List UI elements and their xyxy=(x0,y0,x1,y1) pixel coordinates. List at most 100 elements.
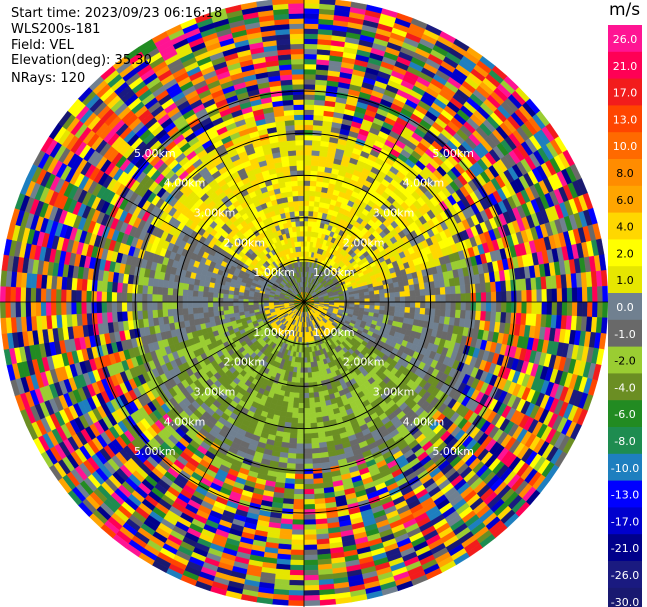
velocity-gate xyxy=(414,307,421,315)
velocity-gate xyxy=(299,372,305,379)
velocity-gate xyxy=(303,539,317,546)
velocity-gate xyxy=(454,309,462,319)
velocity-gate xyxy=(303,407,311,414)
velocity-gate xyxy=(303,362,308,369)
velocity-gate xyxy=(303,438,312,445)
velocity-gate xyxy=(398,311,405,319)
velocity-gate xyxy=(364,298,371,303)
velocity-gate xyxy=(298,392,305,399)
velocity-gate xyxy=(312,462,322,470)
velocity-gate xyxy=(556,288,563,303)
velocity-gate xyxy=(298,397,305,404)
velocity-gate xyxy=(303,392,310,399)
velocity-gate xyxy=(399,306,406,313)
velocity-gate xyxy=(389,292,396,298)
velocity-gate xyxy=(303,402,310,409)
velocity-gate xyxy=(311,371,317,378)
velocity-gate xyxy=(592,301,598,318)
velocity-gate xyxy=(303,468,314,475)
velocity-gate xyxy=(420,301,426,309)
velocity-gate xyxy=(285,467,296,475)
velocity-gate xyxy=(600,269,608,287)
velocity-gate xyxy=(404,301,411,308)
velocity-gate xyxy=(506,301,512,314)
velocity-gate xyxy=(315,411,323,419)
velocity-gate xyxy=(308,210,314,217)
velocity-gate xyxy=(288,595,305,602)
velocity-gate xyxy=(506,290,512,303)
velocity-gate xyxy=(300,357,305,364)
velocity-gate xyxy=(303,534,317,541)
velocity-gate xyxy=(303,600,321,607)
velocity-gate xyxy=(349,299,355,303)
velocity-gate xyxy=(521,290,528,303)
velocity-gate xyxy=(287,396,295,403)
velocity-gate xyxy=(378,289,385,295)
velocity-gate xyxy=(303,590,320,596)
velocity-gate xyxy=(289,569,305,576)
velocity-gate xyxy=(303,584,320,591)
velocity-gate xyxy=(409,295,416,303)
velocity-gate xyxy=(308,392,315,399)
velocity-gate xyxy=(374,297,381,303)
velocity-gate xyxy=(311,155,320,162)
velocity-gate xyxy=(404,307,411,314)
velocity-gate xyxy=(295,372,301,379)
velocity-gate xyxy=(303,48,318,55)
velocity-gate xyxy=(398,285,405,293)
velocity-gate xyxy=(469,310,477,321)
velocity-gate xyxy=(444,286,451,295)
velocity-gate xyxy=(576,287,583,303)
velocity-gate xyxy=(354,298,360,303)
velocity-gate xyxy=(571,287,578,303)
velocity-gate xyxy=(303,200,310,207)
velocity-gate xyxy=(511,301,517,314)
velocity-gate xyxy=(597,301,604,318)
velocity-gate xyxy=(445,301,452,310)
velocity-gate xyxy=(303,397,310,404)
velocity-gate xyxy=(297,418,305,424)
velocity-gate xyxy=(566,287,573,303)
velocity-gate xyxy=(290,554,305,561)
velocity-gate xyxy=(311,376,317,383)
velocity-gate xyxy=(303,28,319,35)
velocity-gate xyxy=(303,569,319,576)
velocity-gate xyxy=(459,284,467,295)
velocity-gate xyxy=(455,301,462,311)
velocity-gate xyxy=(303,443,312,450)
velocity-gate xyxy=(450,301,457,311)
velocity-gate xyxy=(303,23,319,30)
velocity-gate xyxy=(303,58,317,65)
velocity-gate xyxy=(303,423,311,429)
velocity-gate xyxy=(586,286,593,303)
velocity-gate xyxy=(435,301,441,310)
velocity-gate xyxy=(303,377,309,384)
velocity-gate xyxy=(286,462,296,470)
velocity-gate xyxy=(292,504,305,510)
velocity-gate xyxy=(303,524,317,531)
velocity-gate xyxy=(297,423,305,429)
velocity-gate xyxy=(307,377,313,384)
velocity-gate xyxy=(439,308,446,318)
velocity-gate xyxy=(303,564,319,571)
velocity-gate xyxy=(293,493,305,500)
velocity-gate xyxy=(292,519,305,526)
velocity-gate xyxy=(303,493,315,500)
velocity-gate xyxy=(404,290,411,297)
velocity-gate xyxy=(307,382,314,389)
velocity-gate xyxy=(303,13,320,20)
velocity-gate xyxy=(292,407,299,414)
velocity-gate xyxy=(373,289,380,295)
velocity-gate xyxy=(310,366,316,373)
velocity-gate xyxy=(314,99,326,106)
velocity-gate xyxy=(379,297,386,303)
velocity-gate xyxy=(303,413,311,419)
velocity-gate xyxy=(303,483,315,490)
velocity-gate xyxy=(303,154,312,161)
velocity-gate xyxy=(399,296,406,303)
velocity-gate xyxy=(319,598,337,606)
velocity-gate xyxy=(303,544,318,551)
velocity-gate xyxy=(531,289,538,303)
velocity-gate xyxy=(293,488,305,495)
velocity-gate xyxy=(566,301,573,317)
